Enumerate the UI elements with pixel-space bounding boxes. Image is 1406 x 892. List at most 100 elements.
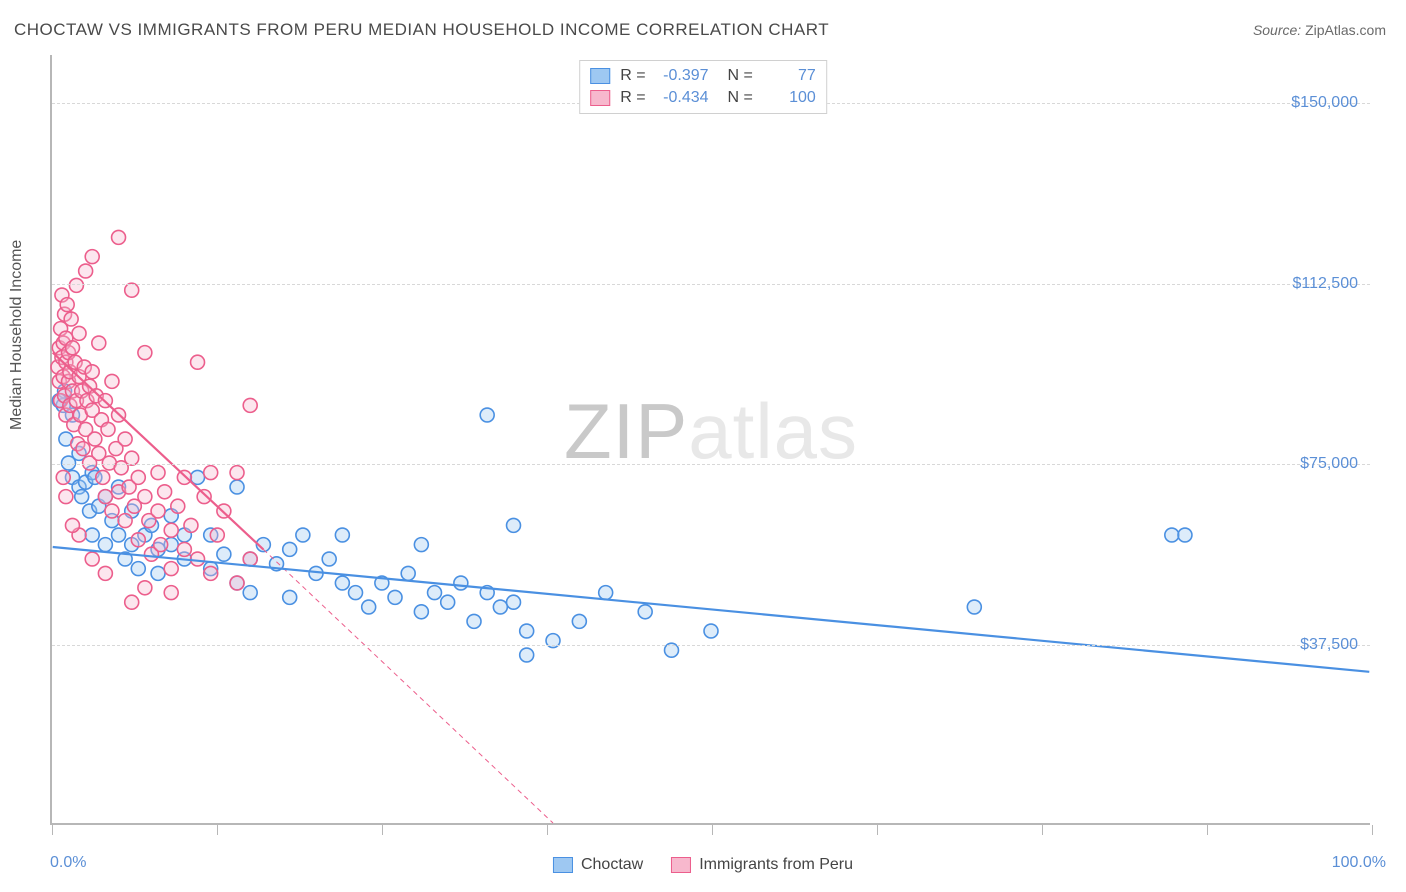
scatter-point	[177, 542, 191, 556]
scatter-svg	[52, 55, 1370, 823]
scatter-point	[428, 586, 442, 600]
scatter-point	[85, 552, 99, 566]
scatter-point	[125, 595, 139, 609]
x-tick	[382, 825, 383, 835]
scatter-point	[125, 283, 139, 297]
scatter-point	[118, 432, 132, 446]
scatter-point	[65, 341, 79, 355]
scatter-point	[164, 586, 178, 600]
legend-label-choctaw: Choctaw	[581, 856, 643, 874]
scatter-point	[112, 230, 126, 244]
scatter-point	[105, 374, 119, 388]
y-tick-label: $75,000	[1300, 455, 1358, 473]
chart-title: CHOCTAW VS IMMIGRANTS FROM PERU MEDIAN H…	[14, 20, 829, 40]
scatter-point	[217, 547, 231, 561]
scatter-point	[72, 326, 86, 340]
x-tick	[712, 825, 713, 835]
scatter-point	[243, 552, 257, 566]
scatter-point	[85, 365, 99, 379]
scatter-point	[296, 528, 310, 542]
scatter-point	[154, 538, 168, 552]
swatch-choctaw	[553, 857, 573, 873]
scatter-point	[967, 600, 981, 614]
scatter-point	[230, 466, 244, 480]
scatter-point	[230, 480, 244, 494]
swatch-peru	[671, 857, 691, 873]
scatter-point	[441, 595, 455, 609]
scatter-point	[65, 518, 79, 532]
scatter-point	[599, 586, 613, 600]
correlation-legend: R = -0.397 N = 77 R = -0.434 N = 100	[579, 60, 827, 114]
scatter-point	[191, 552, 205, 566]
y-tick-label: $150,000	[1291, 94, 1358, 112]
scatter-point	[138, 490, 152, 504]
scatter-point	[56, 470, 70, 484]
gridline	[52, 284, 1370, 285]
x-tick	[217, 825, 218, 835]
gridline	[52, 464, 1370, 465]
scatter-point	[335, 576, 349, 590]
scatter-point	[283, 590, 297, 604]
r-value-peru: -0.434	[654, 89, 709, 107]
scatter-point	[88, 432, 102, 446]
scatter-point	[414, 605, 428, 619]
legend-item-peru: Immigrants from Peru	[671, 856, 853, 874]
scatter-point	[322, 552, 336, 566]
n-label: N =	[719, 67, 753, 85]
y-tick-label: $112,500	[1292, 275, 1358, 293]
scatter-point	[85, 250, 99, 264]
plot-area: ZIPatlas $37,500$75,000$112,500$150,000	[50, 55, 1370, 825]
scatter-point	[480, 408, 494, 422]
scatter-point	[335, 528, 349, 542]
scatter-point	[69, 278, 83, 292]
legend-label-peru: Immigrants from Peru	[699, 856, 853, 874]
chart-container: CHOCTAW VS IMMIGRANTS FROM PERU MEDIAN H…	[0, 0, 1406, 892]
scatter-point	[572, 614, 586, 628]
scatter-point	[112, 528, 126, 542]
scatter-point	[191, 355, 205, 369]
y-axis-label: Median Household Income	[8, 240, 26, 430]
scatter-point	[64, 312, 78, 326]
scatter-point	[151, 466, 165, 480]
scatter-point	[60, 298, 74, 312]
scatter-point	[75, 490, 89, 504]
scatter-point	[184, 518, 198, 532]
scatter-point	[243, 398, 257, 412]
legend-item-choctaw: Choctaw	[553, 856, 643, 874]
r-label: R =	[620, 67, 645, 85]
scatter-point	[164, 523, 178, 537]
scatter-point	[283, 542, 297, 556]
scatter-point	[230, 576, 244, 590]
x-axis-label-max: 100.0%	[1332, 854, 1386, 872]
scatter-point	[1178, 528, 1192, 542]
scatter-point	[131, 470, 145, 484]
scatter-point	[467, 614, 481, 628]
x-tick	[547, 825, 548, 835]
scatter-point	[171, 499, 185, 513]
swatch-peru	[590, 90, 610, 106]
scatter-point	[138, 346, 152, 360]
source-label: Source:	[1253, 22, 1301, 38]
source-attribution: Source: ZipAtlas.com	[1253, 22, 1386, 38]
scatter-point	[493, 600, 507, 614]
scatter-point	[507, 518, 521, 532]
r-label: R =	[620, 89, 645, 107]
scatter-point	[131, 562, 145, 576]
scatter-point	[210, 528, 224, 542]
scatter-point	[85, 528, 99, 542]
scatter-point	[1165, 528, 1179, 542]
scatter-point	[96, 470, 110, 484]
scatter-point	[59, 490, 73, 504]
scatter-point	[164, 562, 178, 576]
source-value: ZipAtlas.com	[1305, 22, 1386, 38]
scatter-point	[414, 538, 428, 552]
scatter-point	[98, 566, 112, 580]
series-legend: Choctaw Immigrants from Peru	[553, 856, 853, 874]
scatter-point	[349, 586, 363, 600]
scatter-point	[101, 422, 115, 436]
scatter-point	[158, 485, 172, 499]
scatter-point	[92, 336, 106, 350]
correlation-row-peru: R = -0.434 N = 100	[590, 87, 816, 109]
x-tick	[877, 825, 878, 835]
gridline	[52, 645, 1370, 646]
